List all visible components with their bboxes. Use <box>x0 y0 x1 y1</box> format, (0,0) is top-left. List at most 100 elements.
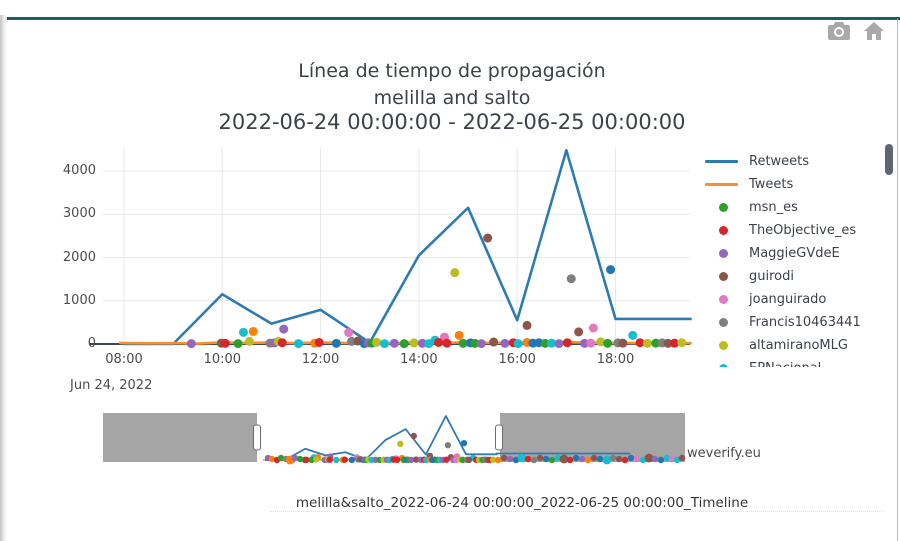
legend-item-retweets[interactable]: Retweets <box>705 150 895 173</box>
scatter-point-mini <box>559 454 569 464</box>
scatter-point <box>379 339 389 349</box>
legend-dot-swatch <box>705 318 749 327</box>
legend-item-tweets[interactable]: Tweets <box>705 173 895 196</box>
scatter-point <box>574 327 584 337</box>
scatter-point <box>618 338 628 348</box>
scatter-point <box>476 339 486 349</box>
scatter-point <box>434 337 444 347</box>
scatter-point <box>606 265 616 275</box>
scatter-point <box>588 323 598 333</box>
y-tick-label: 4000 <box>62 163 96 178</box>
scatter-point <box>540 338 550 348</box>
scatter-point-mini <box>615 455 623 463</box>
scatter-point <box>277 338 287 348</box>
scatter-point-mini <box>313 456 320 463</box>
vertical-scrollbar-thumb[interactable] <box>885 144 893 175</box>
legend-dot-swatch <box>705 341 749 350</box>
scatter-point <box>220 338 230 348</box>
scatter-point-mini <box>410 432 417 440</box>
legend-item-label: MaggieGVdeE <box>749 246 840 261</box>
chart-title-line3: 2022-06-24 00:00:00 - 2022-06-25 00:00:0… <box>218 110 686 134</box>
rangeslider-mask-right[interactable] <box>500 413 685 462</box>
rangeslider-mask-left[interactable] <box>103 413 257 462</box>
scatter-point <box>677 338 687 348</box>
dot-swatch-icon <box>719 226 728 235</box>
scatter-point <box>651 338 661 348</box>
legend-item-msn_es[interactable]: msn_es <box>705 196 895 219</box>
scatter-point-mini <box>268 455 276 463</box>
scatter-point <box>562 338 572 348</box>
scatter-point-mini <box>341 456 348 463</box>
scatter-point <box>580 338 590 348</box>
scatter-point-mini <box>566 456 574 464</box>
y-tick-label: 3000 <box>62 206 96 222</box>
scatter-point <box>450 268 460 278</box>
plot-modebar <box>828 22 886 40</box>
scatter-point-mini <box>506 455 514 463</box>
rangeslider-handle-left[interactable] <box>253 424 261 451</box>
y-tick-label: 2000 <box>62 249 96 265</box>
scatter-point <box>314 337 324 347</box>
scatter-point-mini <box>644 453 654 463</box>
line-swatch-icon <box>705 183 738 186</box>
retweets-line[interactable] <box>124 148 692 346</box>
chart-title-line1: Línea de tiempo de propagación <box>298 60 606 82</box>
scatter-point <box>663 338 673 348</box>
legend-item-maggiegvdee[interactable]: MaggieGVdeE <box>705 242 895 265</box>
scatter-point <box>596 337 606 347</box>
home-icon[interactable] <box>864 22 886 40</box>
scatter-point-mini <box>397 440 404 448</box>
window-left-edge <box>0 15 7 541</box>
scatter-point <box>389 338 399 348</box>
scatter-point <box>522 320 532 330</box>
rangeslider-handle-right[interactable] <box>495 424 503 451</box>
scatter-point-mini <box>512 456 520 464</box>
scatter-point <box>417 338 427 348</box>
scatter-point <box>344 328 354 338</box>
scatter-point <box>399 339 409 349</box>
scatter-point-mini <box>407 456 415 464</box>
legend-item-joanguirado[interactable]: joanguirado <box>705 288 895 311</box>
scatter-point <box>442 338 452 348</box>
chart-title-line2: melilla and salto <box>373 87 531 109</box>
scatter-point-mini <box>489 456 497 463</box>
legend-item-theobjective_es[interactable]: TheObjective_es <box>705 219 895 242</box>
camera-icon[interactable] <box>828 22 850 40</box>
scatter-point-mini <box>517 453 527 463</box>
scatter-point-mini <box>663 454 671 462</box>
x-tick-label: 10:00 <box>203 352 242 367</box>
scatter-point <box>248 326 258 336</box>
x-tick-label: 12:00 <box>301 352 340 367</box>
scatter-point-mini <box>303 456 310 464</box>
scatter-point-mini <box>326 456 333 463</box>
legend-item-francis10463441[interactable]: Francis10463441 <box>705 311 895 334</box>
scatter-point <box>586 338 596 348</box>
dot-swatch-icon <box>719 272 728 281</box>
scatter-point <box>483 233 493 243</box>
retweets-line-mini[interactable] <box>265 415 498 461</box>
legend-line-swatch <box>705 183 749 186</box>
scatter-point-mini <box>554 454 562 462</box>
scatter-point <box>566 274 576 284</box>
legend-item-label: guirodi <box>749 269 794 284</box>
scatter-point <box>603 338 613 348</box>
scatter-point-mini <box>678 454 686 462</box>
scatter-point <box>186 339 196 349</box>
legend-item-epnacional[interactable]: EPNacional <box>705 357 895 367</box>
scatter-point-mini <box>443 456 450 463</box>
scatter-point-mini <box>633 455 641 463</box>
scatter-point-mini <box>333 456 340 464</box>
scatter-point-mini <box>277 454 285 462</box>
weverify-watermark: weverify.eu <box>687 446 761 461</box>
scatter-point-mini <box>460 439 468 447</box>
scatter-point <box>244 336 254 346</box>
legend-item-altamiranomlg[interactable]: altamiranoMLG <box>705 334 895 357</box>
scatter-point-mini <box>639 456 647 464</box>
legend-item-guirodi[interactable]: guirodi <box>705 265 895 288</box>
scatter-point-mini <box>500 454 508 462</box>
chart-legend: Retweets Tweets msn_es TheObjective_es Maggi… <box>705 150 895 367</box>
legend-item-label: Tweets <box>749 177 794 192</box>
legend-dot-swatch <box>705 249 749 258</box>
